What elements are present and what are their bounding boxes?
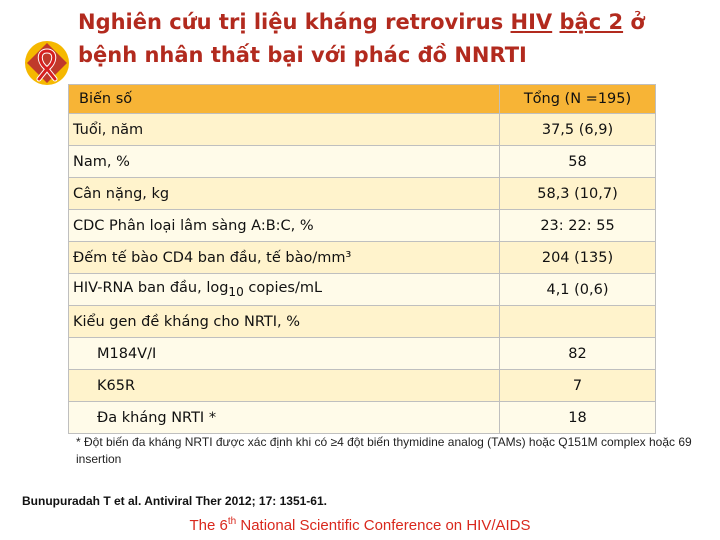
row-value: 18: [499, 401, 656, 434]
citation: Bunupuradah T et al. Antiviral Ther 2012…: [22, 494, 327, 508]
table-row: K65R 7: [68, 369, 656, 402]
row-label: HIV-RNA ban đầu, log10 copies/mL: [68, 273, 500, 306]
table-row: Đa kháng NRTI * 18: [68, 401, 656, 434]
table-row: Tuổi, năm 37,5 (6,9): [68, 113, 656, 146]
table-row: Kiểu gen đề kháng cho NRTI, %: [68, 305, 656, 338]
red-ribbon-logo-icon: [24, 40, 70, 86]
row-label: Nam, %: [68, 145, 500, 178]
slide-title: Nghiên cứu trị liệu kháng retrovirus HIV…: [78, 6, 708, 72]
row-label: CDC Phân loại lâm sàng A:B:C, %: [68, 209, 500, 242]
row-value: 82: [499, 337, 656, 370]
row-value: [499, 305, 656, 338]
row-label: Tuổi, năm: [68, 113, 500, 146]
row-label: K65R: [68, 369, 500, 402]
row-value: 23: 22: 55: [499, 209, 656, 242]
table-row: CDC Phân loại lâm sàng A:B:C, % 23: 22: …: [68, 209, 656, 242]
row-value: 58,3 (10,7): [499, 177, 656, 210]
footnote: * Đột biến đa kháng NRTI được xác định k…: [76, 435, 692, 466]
table-header-row: Biến số Tổng (N =195): [68, 84, 656, 114]
title-line-2: bệnh nhân thất bại với phác đồ NNRTI: [78, 43, 527, 67]
baseline-characteristics-table: Biến số Tổng (N =195) Tuổi, năm 37,5 (6,…: [68, 84, 656, 434]
title-line-1: Nghiên cứu trị liệu kháng retrovirus HIV…: [78, 10, 645, 34]
table-row: Cân nặng, kg 58,3 (10,7): [68, 177, 656, 210]
row-label: Đa kháng NRTI *: [68, 401, 500, 434]
table-row: HIV-RNA ban đầu, log10 copies/mL 4,1 (0,…: [68, 273, 656, 306]
row-value: 58: [499, 145, 656, 178]
row-label: Đếm tế bào CD4 ban đầu, tế bào/mm³: [68, 241, 500, 274]
table-row: Đếm tế bào CD4 ban đầu, tế bào/mm³ 204 (…: [68, 241, 656, 274]
conference-footer: The 6th National Scientific Conference o…: [189, 516, 531, 534]
row-value: 37,5 (6,9): [499, 113, 656, 146]
table-row: M184V/I 82: [68, 337, 656, 370]
row-value: 7: [499, 369, 656, 402]
header-total: Tổng (N =195): [499, 84, 656, 114]
row-label: Cân nặng, kg: [68, 177, 500, 210]
row-value: 204 (135): [499, 241, 656, 274]
header-variable: Biến số: [68, 84, 500, 114]
row-label: Kiểu gen đề kháng cho NRTI, %: [68, 305, 500, 338]
table-row: Nam, % 58: [68, 145, 656, 178]
row-label: M184V/I: [68, 337, 500, 370]
row-value: 4,1 (0,6): [499, 273, 656, 306]
